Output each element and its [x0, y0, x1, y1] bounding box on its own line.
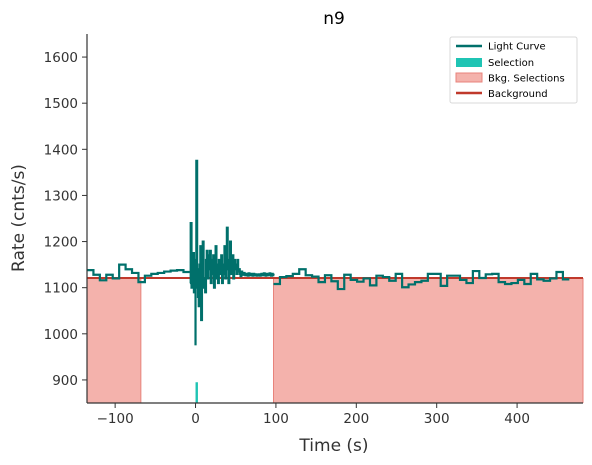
x-tick-label: 400 — [504, 411, 530, 427]
legend-selection-label: Selection — [488, 58, 534, 69]
light-curve-pre-burst — [87, 263, 190, 284]
light-curve-post-burst — [273, 268, 570, 291]
y-tick-label: 1400 — [44, 142, 78, 158]
legend: Light Curve Selection Bkg. Selections Ba… — [449, 36, 578, 104]
y-tick-label: 1100 — [44, 281, 78, 297]
chart-title: n9 — [323, 9, 345, 29]
legend-frame — [449, 36, 578, 104]
bkg-selection-region — [273, 278, 583, 403]
x-tick-label: 100 — [263, 411, 289, 427]
legend-selection-swatch — [456, 58, 482, 67]
y-tick-label: 1600 — [44, 50, 78, 66]
y-tick-label: 1500 — [44, 96, 78, 112]
y-tick-label: 900 — [52, 373, 78, 389]
y-tick-label: 1300 — [44, 188, 78, 204]
axes-layer: −100 0 100 200 300 400 900 1000 1100 1200 1300 1400… — [44, 34, 583, 427]
bkg-selections-layer — [86, 278, 584, 403]
x-tick-label: 300 — [424, 411, 450, 427]
x-axis-label: Time (s) — [298, 436, 368, 456]
x-tick-label: 200 — [343, 411, 369, 427]
legend-background-label: Background — [488, 89, 548, 100]
y-axis-label: Rate (cnts/s) — [9, 164, 29, 272]
light-curve-layer — [87, 159, 570, 346]
light-curve-burst — [189, 159, 275, 322]
legend-bkg-swatch — [455, 72, 483, 83]
bkg-selection-region — [87, 278, 141, 403]
x-tick-label: −100 — [97, 411, 134, 427]
y-tick-label: 1200 — [44, 235, 78, 251]
y-tick-label: 1000 — [44, 327, 78, 343]
x-tick-label: 0 — [191, 411, 200, 427]
legend-light-curve-label: Light Curve — [488, 42, 546, 53]
selection-region — [195, 382, 198, 403]
legend-bkg-label: Bkg. Selections — [488, 74, 565, 85]
selection-layer — [195, 382, 198, 403]
